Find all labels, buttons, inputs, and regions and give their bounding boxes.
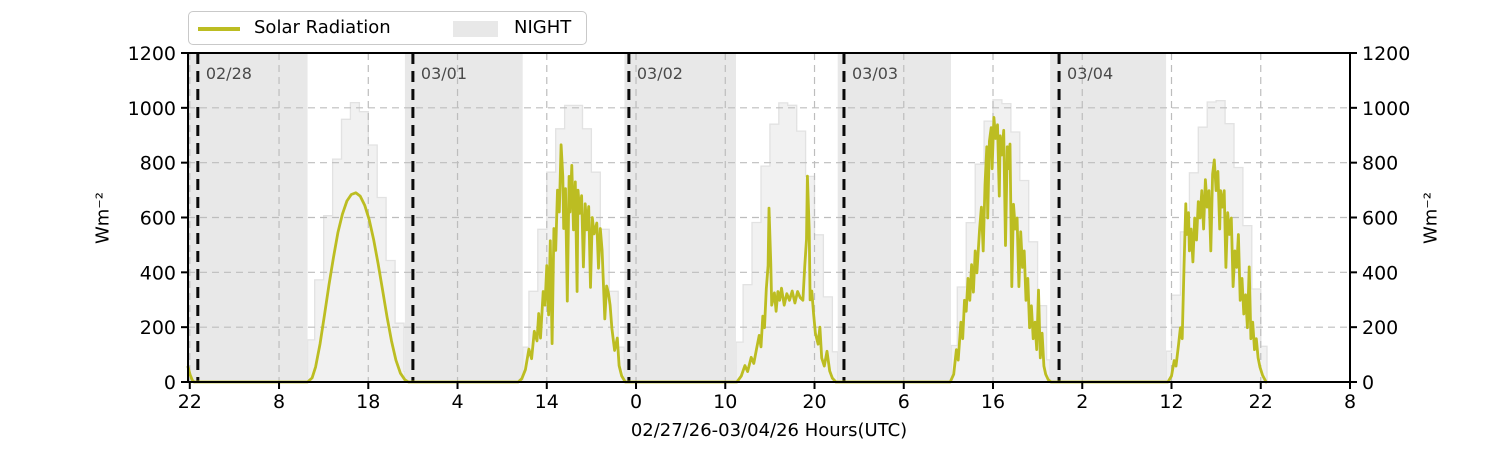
date-label: 02/28 — [206, 64, 252, 83]
x-tick-label: 0 — [630, 391, 642, 413]
x-tick-label: 8 — [273, 391, 285, 413]
y-tick-label-left: 1200 — [128, 43, 176, 65]
y-tick-label-left: 1000 — [128, 98, 176, 120]
y-tick-label-left: 0 — [164, 372, 176, 394]
solar-radiation-curve — [186, 116, 1268, 384]
y-tick-label-right: 1000 — [1362, 98, 1410, 120]
x-tick-label: 6 — [898, 391, 910, 413]
x-tick-label: 10 — [713, 391, 737, 413]
date-label: 03/04 — [1067, 64, 1113, 83]
y-tick-label-left: 800 — [140, 153, 176, 175]
y-tick-label-left: 200 — [140, 317, 176, 339]
legend-series-swatch — [198, 27, 240, 31]
date-label: 03/03 — [852, 64, 898, 83]
x-tick-label: 12 — [1159, 391, 1183, 413]
y-tick-label-left: 400 — [140, 262, 176, 284]
legend: Solar Radiation NIGHT — [188, 11, 587, 45]
x-tick-label: 22 — [178, 391, 202, 413]
x-axis-label: 02/27/26-03/04/26 Hours(UTC) — [630, 420, 908, 441]
y-axis-label-left: Wm⁻² — [92, 191, 114, 245]
x-tick-label: 20 — [802, 391, 826, 413]
x-tick-label: 18 — [356, 391, 380, 413]
clear-sky-envelope — [735, 102, 839, 383]
y-tick-label-right: 200 — [1362, 317, 1398, 339]
clear-sky-envelope — [950, 99, 1051, 383]
date-label: 03/02 — [637, 64, 683, 83]
x-tick-label: 14 — [535, 391, 559, 413]
x-tick-label: 8 — [1344, 391, 1356, 413]
y-tick-label-right: 1200 — [1362, 43, 1410, 65]
clear-sky-envelope — [306, 101, 406, 383]
x-tick-label: 22 — [1249, 391, 1273, 413]
y-axis-label-right: Wm⁻² — [1420, 191, 1442, 245]
date-label: 03/01 — [421, 64, 467, 83]
legend-series-label: Solar Radiation — [254, 17, 391, 38]
y-tick-label-right: 400 — [1362, 262, 1398, 284]
y-tick-label-left: 600 — [140, 208, 176, 230]
clear-sky-envelope — [1165, 100, 1268, 383]
legend-night-label: NIGHT — [514, 17, 572, 38]
x-tick-label: 2 — [1076, 391, 1088, 413]
y-tick-label-right: 0 — [1362, 372, 1374, 394]
legend-night-swatch — [453, 21, 498, 37]
x-tick-label: 4 — [451, 391, 463, 413]
y-tick-label-right: 800 — [1362, 153, 1398, 175]
x-tick-label: 16 — [981, 391, 1005, 413]
y-tick-label-right: 600 — [1362, 208, 1398, 230]
